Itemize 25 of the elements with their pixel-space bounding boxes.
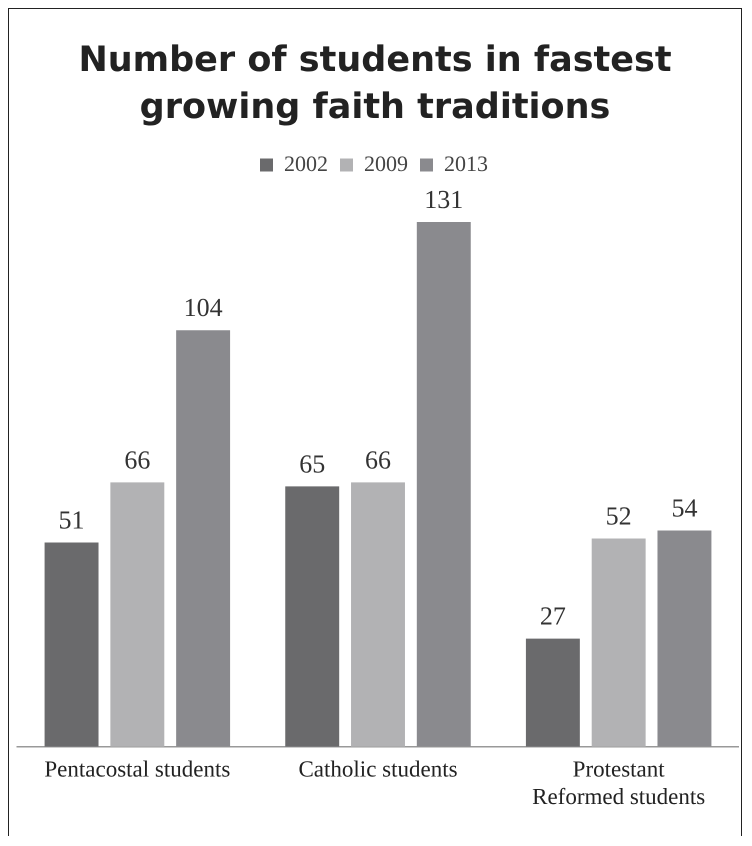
data-label: 104 (184, 292, 223, 322)
data-label: 52 (606, 500, 632, 530)
data-label: 51 (58, 504, 85, 534)
legend-label: 2009 (364, 150, 408, 176)
data-label: 66 (365, 444, 391, 474)
legend-label: 2002 (284, 150, 328, 176)
chart-title: Number of students in fastest growing faith traditions (77, 39, 673, 130)
bar (351, 482, 405, 746)
bar (44, 542, 99, 746)
x-tick-label: Pentacostal students (44, 756, 230, 782)
data-label: 65 (299, 448, 326, 478)
bar (657, 530, 712, 746)
data-label: 66 (124, 444, 150, 474)
bar (592, 538, 646, 746)
x-tick-label: Protestant Reformed students (532, 756, 706, 809)
bar (110, 482, 164, 746)
bar (526, 638, 580, 746)
x-tick-label: Catholic students (298, 756, 458, 782)
data-label: 54 (671, 492, 698, 522)
legend-label: 2013 (444, 150, 488, 176)
bar (285, 486, 340, 746)
data-label: 131 (424, 184, 464, 214)
bar (176, 330, 230, 746)
data-label: 27 (540, 600, 566, 630)
bar (416, 222, 471, 746)
